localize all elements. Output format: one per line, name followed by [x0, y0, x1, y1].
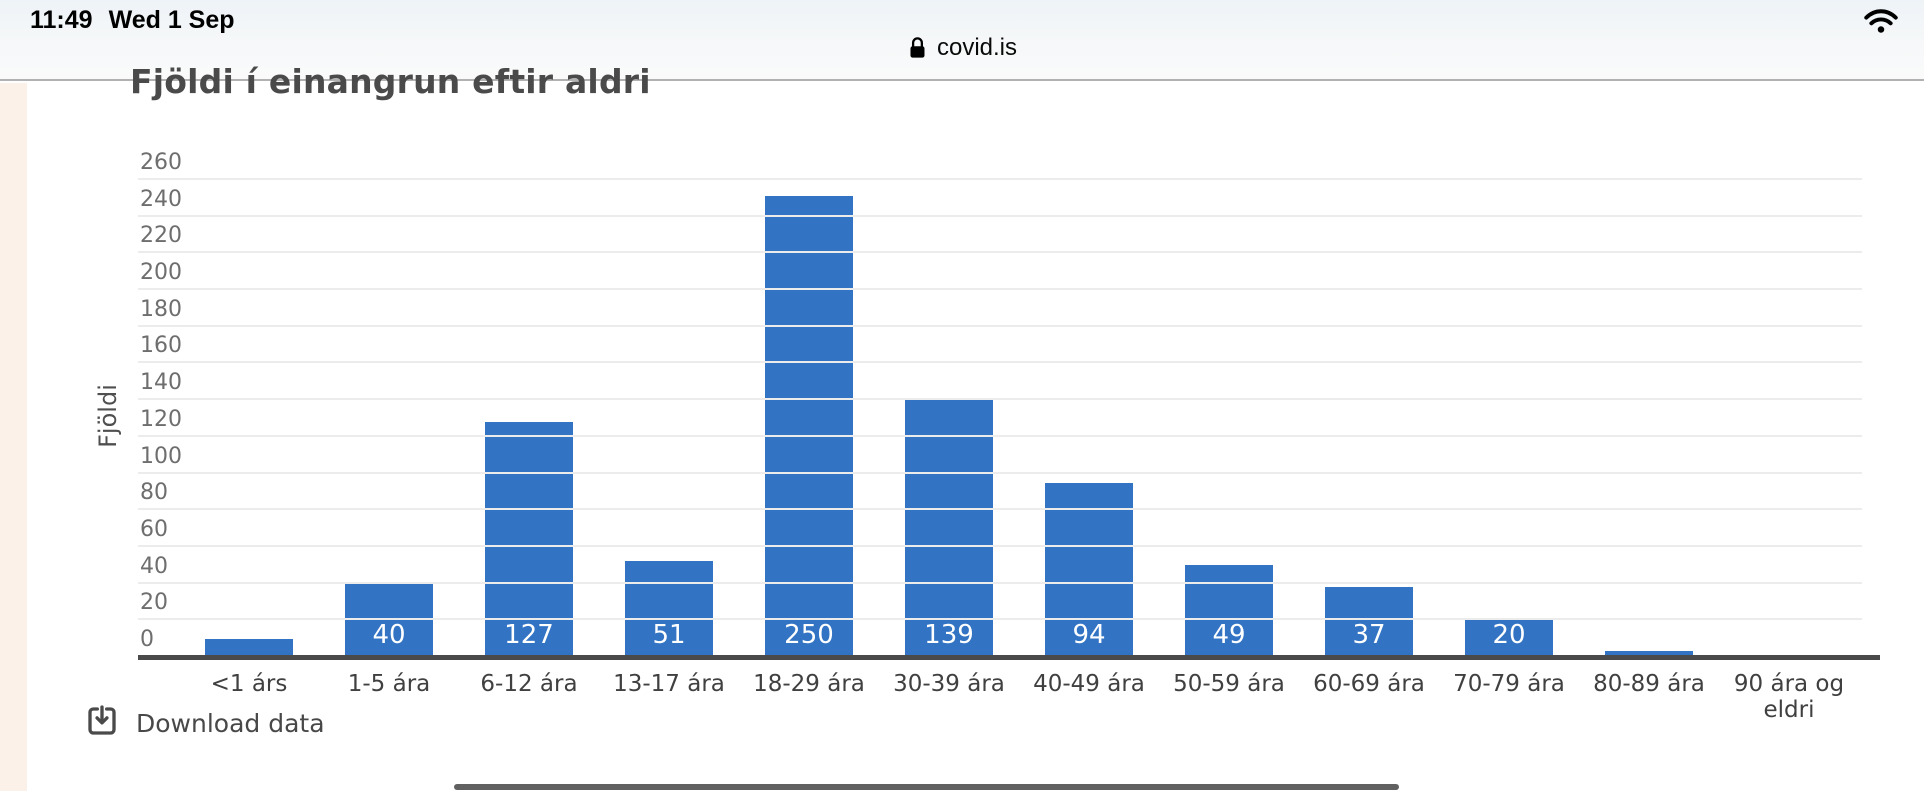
bar-slot: 49 [1159, 178, 1299, 655]
bar [1605, 651, 1693, 655]
bar: 51 [625, 561, 713, 655]
download-label: Download data [136, 708, 325, 738]
gridline [138, 434, 1862, 437]
y-tick-label: 180 [140, 296, 182, 322]
x-tick-label: 40-49 ára [1033, 671, 1145, 697]
gridline [138, 544, 1862, 547]
bar: 139 [905, 400, 993, 655]
x-tick-label: 18-29 ára [753, 671, 865, 697]
y-tick-label: 160 [140, 333, 182, 359]
address-bar[interactable]: covid.is [907, 34, 1017, 62]
gridline [138, 508, 1862, 511]
x-tick-label: <1 árs [210, 671, 288, 697]
y-axis-title: Fjöldi [94, 384, 122, 448]
gridline [138, 214, 1862, 217]
bar: 20 [1465, 618, 1553, 655]
y-tick-label: 100 [140, 443, 182, 469]
download-data-button[interactable]: Download data [86, 705, 325, 741]
y-tick-label: 240 [140, 186, 182, 212]
browser-chrome: 11:49 Wed 1 Sep covid.is [0, 0, 1924, 81]
gridline [138, 288, 1862, 291]
y-tick-label: 80 [140, 480, 168, 506]
bar: 37 [1325, 587, 1413, 655]
bar-value-label: 40 [372, 620, 406, 650]
bar-slot: 250 [739, 178, 879, 655]
x-tick-label: 6-12 ára [480, 671, 578, 697]
gridline [138, 581, 1862, 584]
bar-slot: 20 [1439, 178, 1579, 655]
bar-slot: 37 [1299, 178, 1439, 655]
bar-chart-plot: 40 127 51 250 139 94 49 37 20 0 20 40 60 80 100 120 140… [138, 150, 1880, 660]
status-time: 11:49 [30, 6, 93, 34]
bar-slot: 139 [879, 178, 1019, 655]
x-tick-label: 80-89 ára [1593, 671, 1705, 697]
x-tick-label: 70-79 ára [1453, 671, 1565, 697]
bar: 49 [1185, 565, 1273, 655]
x-axis-labels: <1 árs 1-5 ára 6-12 ára 13-17 ára 18-29 ára 3… [179, 671, 1859, 723]
x-tick-label: 30-39 ára [893, 671, 1005, 697]
bar-value-label: 51 [652, 620, 686, 650]
x-axis-line [138, 655, 1880, 660]
bar-slot [179, 178, 319, 655]
bar-slot [1579, 178, 1719, 655]
y-tick-label: 20 [140, 590, 168, 616]
bar [205, 638, 293, 655]
bar-value-label: 20 [1492, 620, 1526, 650]
x-tick-label: 1-5 ára [347, 671, 431, 697]
status-bar: 11:49 Wed 1 Sep [30, 6, 235, 35]
chart-title: Fjöldi í einangrun eftir aldri [130, 62, 651, 101]
y-tick-label: 60 [140, 516, 168, 542]
x-tick-label: 13-17 ára [613, 671, 725, 697]
bar-value-label: 250 [784, 620, 834, 650]
bar: 250 [765, 196, 853, 655]
gridline [138, 361, 1862, 364]
gridline [138, 324, 1862, 327]
download-icon [86, 705, 118, 741]
bar: 94 [1045, 482, 1133, 655]
bar-slot: 51 [599, 178, 739, 655]
y-tick-label: 200 [140, 260, 182, 286]
gridline [138, 251, 1862, 254]
y-tick-label: 220 [140, 223, 182, 249]
gridline [138, 471, 1862, 474]
bar-value-label: 139 [924, 620, 974, 650]
bar-value-label: 94 [1072, 620, 1106, 650]
gridline [138, 178, 1862, 180]
bar-value-label: 127 [504, 620, 554, 650]
horizontal-scroll-indicator[interactable] [454, 784, 1399, 790]
lock-icon [907, 35, 928, 61]
y-tick-label: 260 [140, 150, 182, 175]
gridline [138, 618, 1862, 621]
y-tick-label: 40 [140, 553, 168, 579]
wifi-icon [1864, 8, 1898, 34]
y-tick-label: 140 [140, 370, 182, 396]
bar: 127 [485, 422, 573, 655]
status-date: Wed 1 Sep [108, 6, 235, 34]
y-tick-label: 120 [140, 406, 182, 432]
bar-value-label: 37 [1352, 620, 1386, 650]
bar-value-label: 49 [1212, 620, 1246, 650]
x-tick-label: 60-69 ára [1313, 671, 1425, 697]
page-edge-strip [0, 83, 27, 791]
bar-slot: 94 [1019, 178, 1159, 655]
y-tick-label: 0 [140, 627, 154, 652]
x-tick-label: 90 ára og eldri [1733, 671, 1845, 723]
site-url: covid.is [936, 34, 1018, 61]
gridline [138, 398, 1862, 401]
x-tick-label: 50-59 ára [1173, 671, 1285, 697]
bar-slot: 127 [459, 178, 599, 655]
